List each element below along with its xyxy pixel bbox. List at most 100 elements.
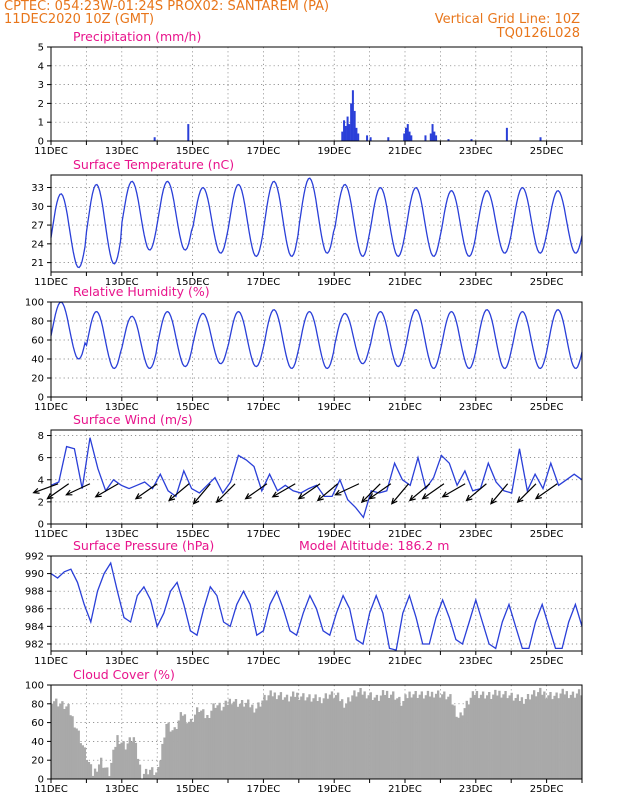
cloud-bar xyxy=(443,691,446,779)
y-tick-label: 3 xyxy=(38,80,44,91)
x-tick-label: 19DEC xyxy=(317,146,351,157)
x-tick-label: 21DEC xyxy=(388,656,422,667)
cloud-bar xyxy=(257,702,260,779)
y-tick-label: 80 xyxy=(31,317,44,328)
panel-title: Precipitation (mm/h) xyxy=(73,29,201,44)
cloud-bar xyxy=(114,746,117,779)
x-tick-label: 11DEC xyxy=(34,277,68,288)
x-tick-label: 17DEC xyxy=(247,656,281,667)
cloud-bar xyxy=(220,710,223,779)
cloud-bar xyxy=(353,690,356,779)
wind-vector-head xyxy=(65,489,73,496)
cloud-bar xyxy=(332,698,336,779)
cloud-bar xyxy=(559,693,562,779)
cloud-bar xyxy=(285,694,289,779)
cloud-bar xyxy=(577,689,581,779)
precip-bar xyxy=(353,110,356,141)
cloud-bar xyxy=(134,742,138,779)
cloud-bar xyxy=(59,703,62,779)
cloud-bar xyxy=(198,712,201,779)
cloud-bar xyxy=(383,695,387,779)
wind-vector-head xyxy=(244,493,252,500)
x-tick-label: 17DEC xyxy=(247,784,281,795)
cloud-bar xyxy=(334,695,338,779)
cloud-bar xyxy=(167,722,170,779)
cloud-bar xyxy=(447,696,450,779)
wind-vector xyxy=(216,483,236,503)
precip-bar xyxy=(429,133,432,141)
cloud-bar xyxy=(494,689,497,779)
x-tick-label: 15DEC xyxy=(176,784,210,795)
cloud-bar xyxy=(345,703,348,779)
precip-bar xyxy=(539,137,542,141)
x-tick-label: 19DEC xyxy=(317,656,351,667)
cloud-bar xyxy=(100,757,103,779)
cloud-bar xyxy=(324,693,328,779)
panel-5 xyxy=(47,684,583,783)
wind-vector xyxy=(317,483,339,501)
cloud-bar xyxy=(314,694,317,779)
cloud-bar xyxy=(126,743,129,779)
cloud-bar xyxy=(163,737,166,779)
x-tick-label: 13DEC xyxy=(105,784,139,795)
cloud-bar xyxy=(514,698,517,779)
cloud-bar xyxy=(124,749,127,779)
y-tick-label: 6 xyxy=(38,453,44,464)
cloud-bar xyxy=(567,698,571,779)
cloud-bar xyxy=(512,700,515,779)
wind-vector xyxy=(135,483,158,500)
precip-bar xyxy=(431,124,434,141)
cloud-bar xyxy=(269,690,272,779)
cloud-bar xyxy=(410,697,413,779)
cloud-bar xyxy=(228,698,232,779)
cloud-bar xyxy=(506,698,509,779)
cloud-bar xyxy=(545,698,548,779)
cloud-bar xyxy=(306,697,309,779)
y-tick-label: 33 xyxy=(31,183,44,194)
cloud-bar xyxy=(532,690,536,779)
cloud-bar xyxy=(461,715,464,779)
y-tick-label: 0 xyxy=(38,137,44,148)
cloud-bar xyxy=(304,700,307,779)
wind-vector-head xyxy=(368,493,376,500)
cloud-bar xyxy=(283,697,287,779)
y-tick-label: 21 xyxy=(31,258,44,269)
wind-vector-head xyxy=(360,496,368,504)
cloud-bar xyxy=(479,694,483,779)
cloud-bar xyxy=(108,776,111,779)
cloud-bar xyxy=(230,704,234,779)
cloud-bar xyxy=(569,694,573,779)
cloud-bar xyxy=(196,707,199,779)
cloud-bar xyxy=(387,698,391,779)
cloud-bar xyxy=(526,694,530,779)
panel-frame xyxy=(50,429,583,525)
wind-vector-head xyxy=(334,489,342,496)
cloud-bar xyxy=(424,695,428,779)
precip-bar xyxy=(344,125,347,141)
precip-bar xyxy=(410,135,413,141)
y-tick-label: 0 xyxy=(38,520,44,531)
x-tick-label: 15DEC xyxy=(176,146,210,157)
y-tick-label: 100 xyxy=(25,298,44,309)
cloud-bar xyxy=(251,704,254,779)
panel-frame xyxy=(50,684,583,780)
x-tick-label: 25DEC xyxy=(530,146,564,157)
cloud-bar xyxy=(165,724,168,779)
cloud-bar xyxy=(130,741,133,779)
cloud-bar xyxy=(85,759,89,779)
precip-bar xyxy=(348,124,351,141)
cloud-bar xyxy=(95,771,99,779)
precip-bar xyxy=(366,135,369,141)
x-tick-label: 21DEC xyxy=(388,784,422,795)
wind-vector xyxy=(361,483,381,503)
cloud-bar xyxy=(234,699,238,779)
cloud-bar xyxy=(502,694,505,779)
cloud-bar xyxy=(575,693,579,779)
cloud-bar xyxy=(459,712,462,779)
cloud-bar xyxy=(236,706,240,779)
cloud-bar xyxy=(169,731,172,779)
wind-vector-head xyxy=(168,494,176,502)
cloud-bar xyxy=(226,704,229,779)
cloud-bar xyxy=(155,772,158,779)
